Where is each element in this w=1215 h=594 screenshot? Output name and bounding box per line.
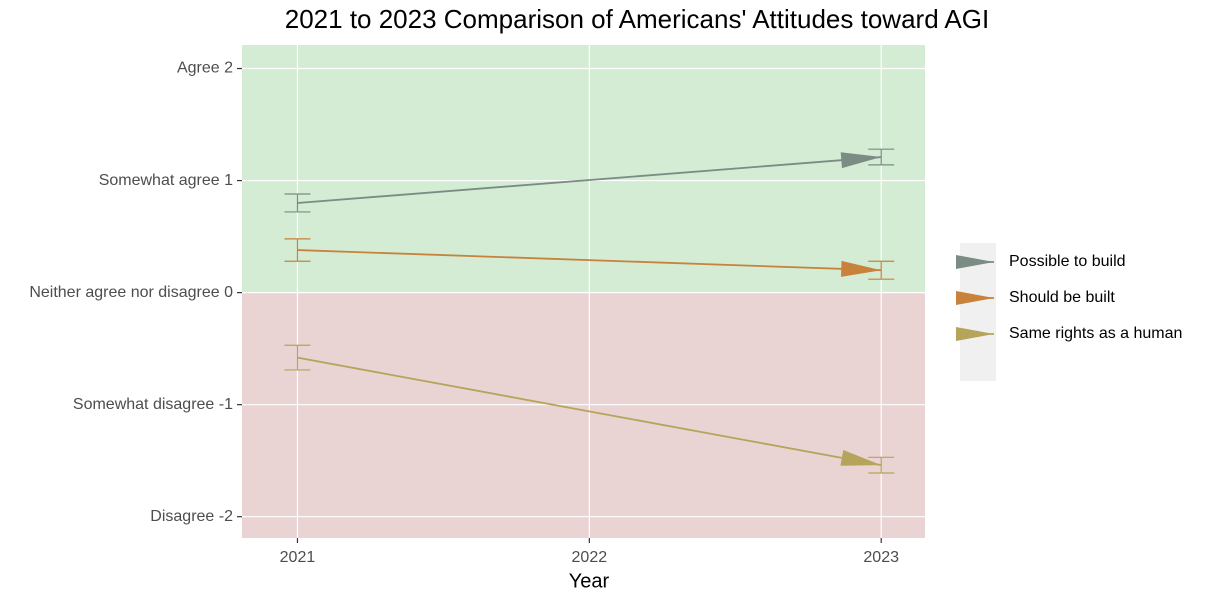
error-bar — [284, 238, 311, 262]
x-tick-label: 2023 — [863, 549, 899, 566]
line — [297, 156, 882, 204]
error-bar — [868, 148, 895, 166]
y-tick-label: Somewhat disagree -1 — [73, 396, 233, 413]
line — [297, 356, 882, 467]
y-tick-label: Neither agree nor disagree 0 — [29, 284, 233, 301]
y-tick-label: Disagree -2 — [150, 508, 233, 525]
arrow-head — [840, 450, 882, 466]
x-tick-label: 2021 — [280, 549, 316, 566]
error-bar — [284, 193, 311, 213]
error-bar — [868, 260, 895, 280]
y-tick-label: Somewhat agree 1 — [99, 172, 233, 189]
legend-arrow — [956, 291, 994, 305]
arrow-head — [840, 260, 882, 277]
legend-label: Same rights as a human — [1009, 325, 1182, 342]
legend-label: Possible to build — [1009, 253, 1126, 270]
negative-region — [242, 292, 925, 538]
legend-label: Should be built — [1009, 289, 1115, 306]
x-axis-label: Year — [569, 570, 610, 592]
y-tick-label: Agree 2 — [177, 60, 233, 77]
legend-arrow — [956, 255, 994, 269]
chart-title: 2021 to 2023 Comparison of Americans' At… — [285, 4, 989, 34]
x-tick-label: 2022 — [572, 549, 608, 566]
legend-arrow — [956, 327, 994, 341]
arrow-head — [840, 152, 882, 169]
error-bar — [284, 344, 311, 371]
line — [297, 249, 882, 272]
error-bar — [868, 456, 895, 474]
positive-region — [242, 45, 925, 293]
